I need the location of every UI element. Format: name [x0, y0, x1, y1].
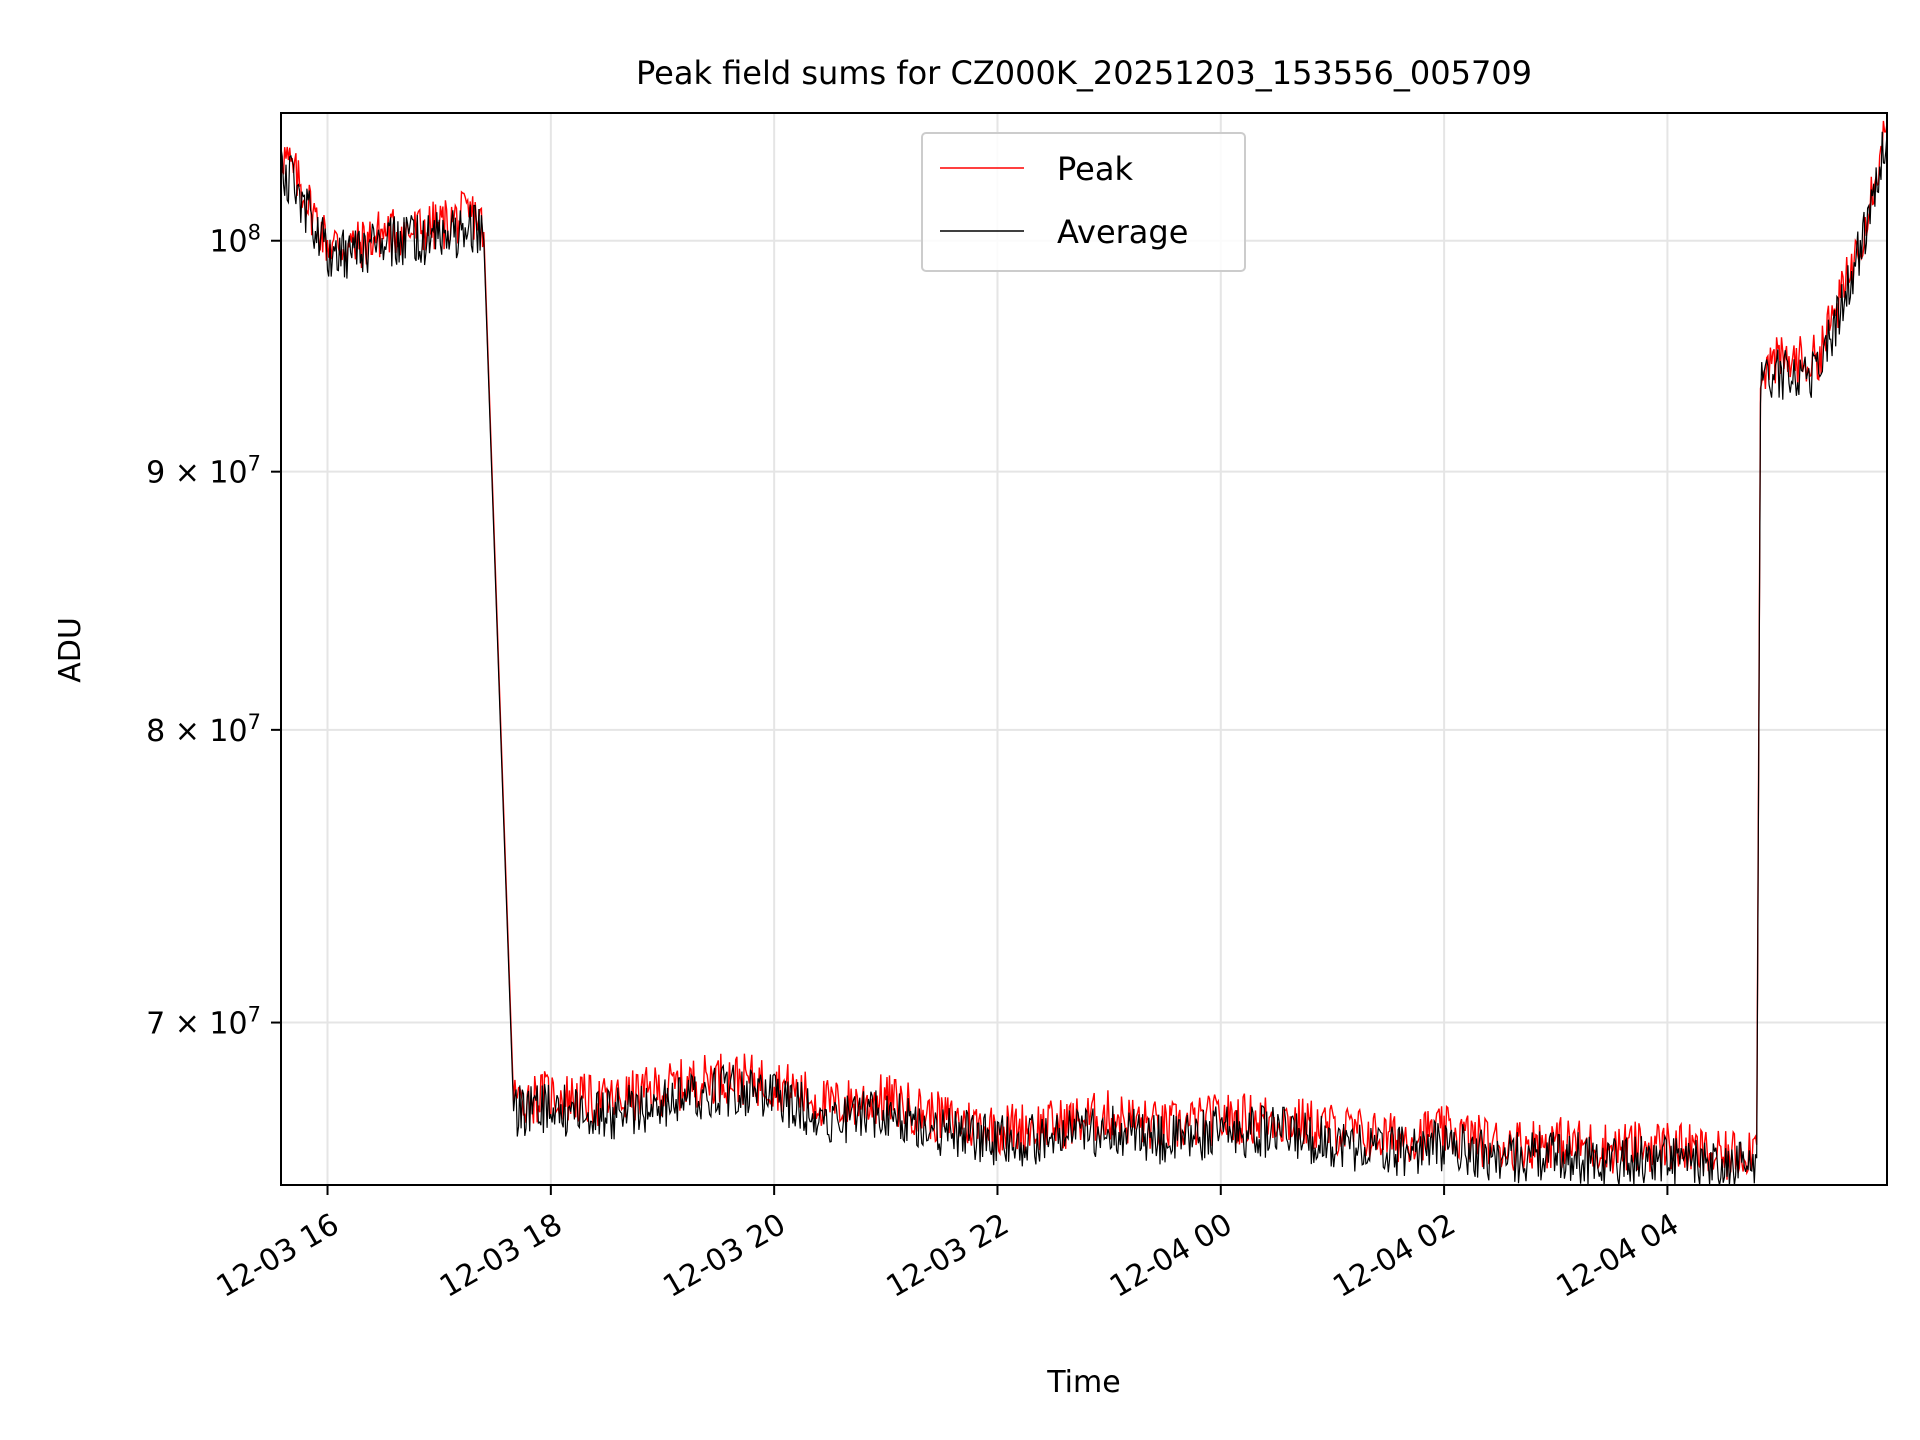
series-layer [280, 120, 1888, 1186]
chart-title: Peak field sums for CZ000K_20251203_1535… [636, 54, 1532, 92]
y-axis-label: ADU [53, 617, 88, 683]
series-line-average [280, 131, 1888, 1186]
series-line-peak [280, 120, 1888, 1180]
y-axis: 7 × 107 8 × 107 9 × 107 108 [146, 221, 281, 1042]
x-axis-label: Time [1046, 1365, 1120, 1400]
legend: Peak Average [921, 132, 1246, 272]
y-tick-label: 9 × 107 [146, 452, 261, 491]
y-tick-label: 7 × 107 [146, 1003, 261, 1042]
legend-label-peak: Peak [1057, 150, 1133, 188]
y-tick-label: 8 × 107 [146, 710, 261, 749]
legend-label-average: Average [1057, 213, 1188, 251]
plot-frame [280, 112, 1888, 1186]
y-tick-label: 108 [209, 221, 261, 260]
